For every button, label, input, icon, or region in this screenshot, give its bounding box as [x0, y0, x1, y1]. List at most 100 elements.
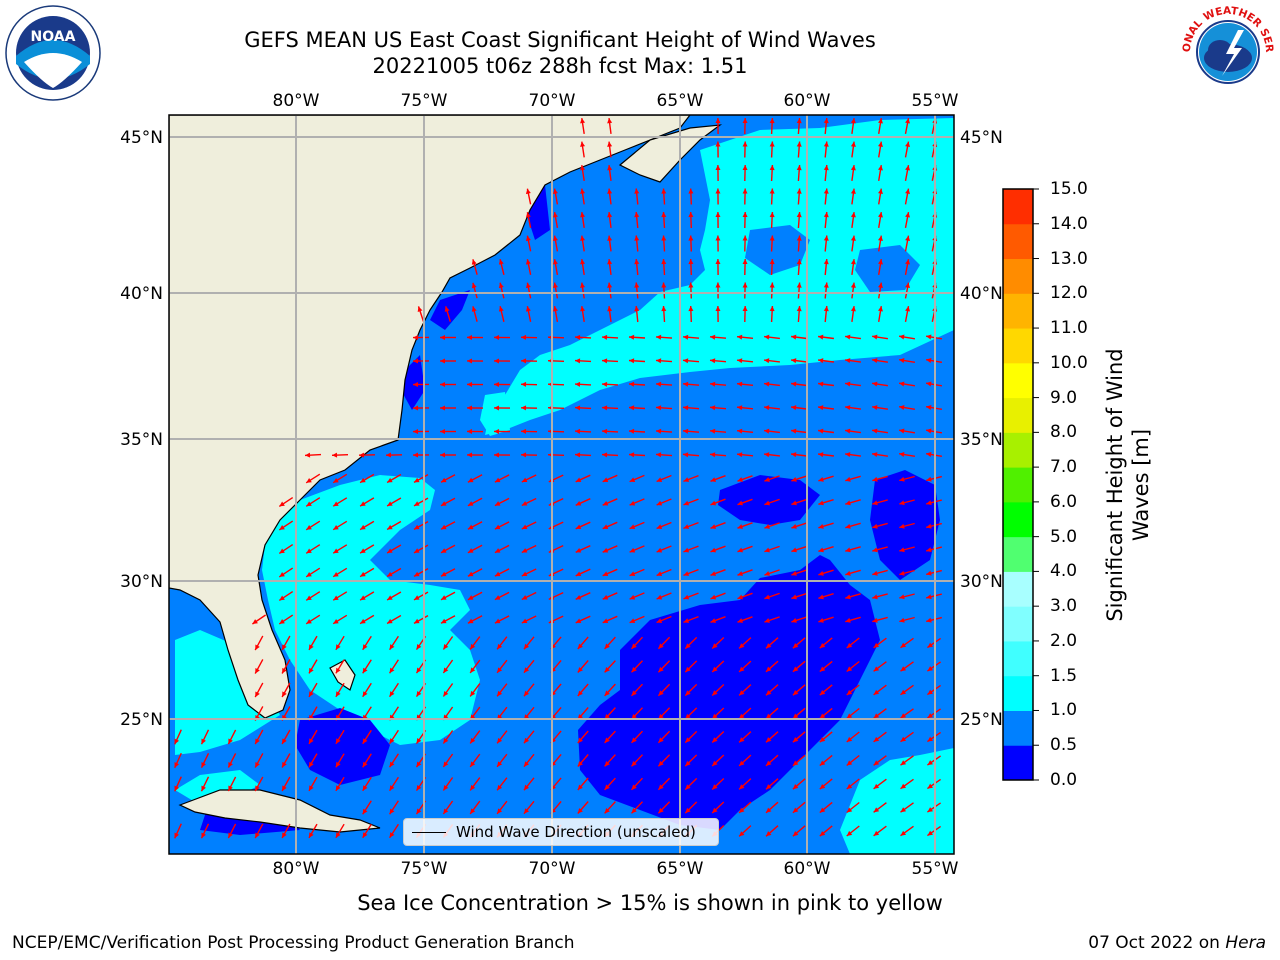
colorbar-swatch — [1003, 640, 1033, 677]
wave-direction-arrowhead — [712, 690, 718, 696]
wave-direction-arrowhead — [387, 477, 393, 483]
wave-direction-arrowhead — [335, 785, 341, 791]
wave-direction-arrowhead — [739, 831, 745, 837]
wave-direction-arrowhead — [306, 477, 312, 483]
wave-direction-arrowhead — [201, 832, 206, 839]
wave-direction-arrowhead — [607, 212, 613, 218]
colorbar-tick-label: 6.0 — [1050, 491, 1078, 512]
lat-label-left: 25°N — [120, 710, 163, 730]
wave-direction-arrowhead — [766, 666, 772, 672]
wave-direction-arrowhead — [629, 594, 636, 600]
wave-direction-arrowhead — [440, 595, 447, 600]
wave-direction-arrowhead — [819, 642, 826, 649]
wave-direction-arrowhead — [845, 476, 851, 482]
wave-direction-arrowhead — [333, 548, 339, 554]
wave-direction-arrowhead — [742, 118, 748, 124]
wave-direction-arrowhead — [634, 259, 640, 265]
wave-direction-arrowhead — [553, 282, 558, 288]
wave-direction-arrowhead — [845, 617, 851, 623]
colorbar-swatch — [1003, 189, 1033, 225]
wave-direction-arrowhead — [926, 381, 932, 387]
wave-direction-arrowhead — [818, 476, 824, 482]
wave-direction-arrowhead — [845, 334, 851, 340]
wave-direction-arrowhead — [414, 477, 420, 483]
wave-direction-arrowhead — [878, 306, 883, 312]
wave-direction-arrowhead — [575, 618, 582, 624]
wave-direction-arrowhead — [575, 405, 581, 411]
wave-direction-arrowhead — [769, 235, 775, 241]
wave-direction-arrowhead — [658, 690, 664, 696]
wave-direction-arrowhead — [737, 334, 743, 340]
wave-direction-arrowhead — [818, 358, 824, 364]
wave-direction-arrowhead — [470, 737, 476, 744]
wave-direction-arrowhead — [791, 524, 797, 529]
wave-direction-arrowhead — [494, 595, 501, 600]
wave-direction-arrowhead — [333, 618, 339, 624]
wave-direction-arrowhead — [634, 306, 640, 312]
wave-direction-arrowhead — [494, 452, 500, 458]
wave-direction-arrowhead — [523, 784, 530, 791]
wave-direction-arrowhead — [440, 618, 447, 624]
wave-direction-arrowhead — [845, 358, 851, 364]
wave-direction-arrowhead — [525, 212, 531, 218]
wave-direction-arrowhead — [819, 807, 826, 813]
wave-direction-arrowhead — [602, 594, 609, 600]
wave-direction-arrowhead — [791, 500, 797, 506]
wave-direction-arrowhead — [739, 643, 745, 649]
wave-direction-arrowhead — [872, 500, 878, 506]
wave-direction-arrowhead — [389, 808, 395, 815]
wave-direction-arrowhead — [607, 235, 613, 241]
wave-direction-arrowhead — [873, 807, 880, 813]
wave-direction-arrowhead — [685, 737, 691, 743]
wave-direction-arrowhead — [416, 691, 422, 697]
wave-direction-arrowhead — [656, 571, 663, 576]
wave-direction-arrowhead — [683, 452, 689, 458]
wave-direction-arrowhead — [629, 547, 636, 553]
wave-direction-arrowhead — [819, 736, 826, 743]
wave-direction-arrowhead — [521, 381, 527, 387]
date-label: 07 Oct 2022 on — [1088, 933, 1226, 953]
wave-direction-arrowhead — [766, 784, 772, 790]
wave-direction-arrowhead — [602, 571, 609, 576]
lat-label-left: 30°N — [120, 572, 163, 592]
wave-direction-arrowhead — [360, 548, 366, 554]
wave-direction-arrowhead — [899, 570, 905, 576]
wave-direction-arrowhead — [710, 334, 716, 340]
wave-direction-arrowhead — [467, 334, 473, 340]
land-masses — [169, 115, 723, 833]
colorbar-tick-label: 8.0 — [1050, 422, 1078, 443]
wave-direction-arrowhead — [494, 477, 501, 483]
wave-direction-arrowhead — [443, 761, 449, 768]
wave-direction-arrowhead — [443, 690, 449, 697]
wave-direction-arrowhead — [764, 405, 770, 411]
colorbar-tick-label: 9.0 — [1050, 387, 1078, 408]
wave-direction-arrowhead — [927, 830, 933, 836]
wave-direction-arrowhead — [926, 547, 932, 553]
wave-direction-arrowhead — [796, 188, 802, 194]
wave-direction-arrowhead — [629, 334, 635, 340]
wave-direction-arrowhead — [575, 594, 582, 600]
wave-direction-arrowhead — [818, 428, 824, 434]
colorbar-frame — [1002, 188, 1034, 781]
wave-direction-arrowhead — [872, 358, 878, 364]
wave-direction-arrowhead — [575, 571, 582, 577]
wave-height-0.5-1.0-patches — [745, 225, 920, 292]
wave-direction-arrowhead — [389, 761, 395, 768]
wave-direction-arrowhead — [494, 358, 500, 364]
wave-direction-arrowhead — [900, 666, 907, 672]
wave-direction-arrowhead — [332, 452, 338, 458]
wave-direction-arrowhead — [791, 477, 797, 482]
colorbar-swatch — [1003, 571, 1033, 607]
wave-direction-arrowhead — [553, 188, 558, 194]
wave-direction-arrowhead — [604, 643, 610, 649]
wave-direction-arrowhead — [521, 428, 527, 434]
wave-direction-arrowhead — [413, 452, 419, 458]
wave-direction-arrowhead — [279, 548, 285, 554]
wave-direction-arrowhead — [685, 713, 691, 720]
wave-height-1.0-1.5-regions — [175, 118, 954, 854]
wave-direction-arrowhead — [873, 666, 880, 672]
wave-direction-arrowhead — [656, 405, 662, 411]
wave-direction-arrowhead — [791, 428, 797, 434]
wave-direction-arrowhead — [766, 737, 772, 743]
wave-direction-arrowhead — [661, 306, 667, 312]
